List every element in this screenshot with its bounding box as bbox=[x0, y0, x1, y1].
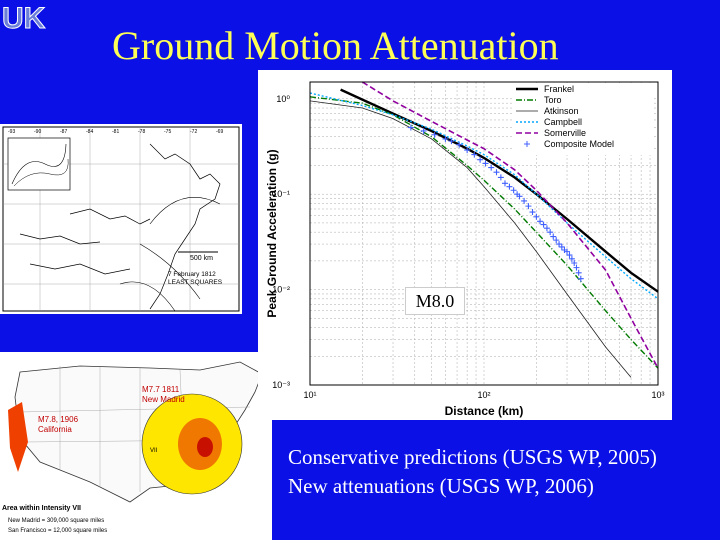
composite-model-point bbox=[558, 243, 565, 250]
california-zone bbox=[8, 402, 28, 472]
intensity-map-east: -93 -90 -87 -84 -81 -78 -75 -72 -69 500 … bbox=[0, 124, 242, 314]
legend-background bbox=[512, 83, 652, 155]
legend-entry: Composite Model bbox=[544, 139, 614, 149]
composite-model-point bbox=[540, 221, 547, 228]
composite-model-point bbox=[566, 252, 573, 259]
magnitude-annotation: M8.0 bbox=[405, 287, 465, 315]
legend-entry: Somerville bbox=[544, 128, 586, 138]
series-campbell-line bbox=[309, 92, 659, 300]
composite-model-point bbox=[477, 156, 484, 163]
x-tick-label: 10² bbox=[477, 390, 490, 400]
map-tick-label: -84 bbox=[86, 129, 93, 135]
tick-labels: 10¹ 10² 10³ 10⁰ 10⁻¹ 10⁻² 10⁻³ bbox=[272, 94, 664, 400]
map-tick-label: -75 bbox=[164, 129, 171, 135]
map-legend-title: Area within Intensity VII bbox=[2, 505, 81, 512]
composite-model-point bbox=[506, 183, 513, 190]
inset-map bbox=[7, 137, 71, 191]
plot-frame bbox=[309, 81, 659, 386]
composite-model-point bbox=[493, 169, 500, 176]
scale-label: 500 km bbox=[190, 255, 213, 262]
composite-model-point bbox=[556, 241, 563, 248]
y-axis-label: Peak Ground Acceleration (g) bbox=[265, 149, 279, 317]
lat-tick-labels: -93 -90 -87 -84 -81 -78 -75 -72 -69 bbox=[8, 129, 223, 135]
map-tick-label: -69 bbox=[216, 129, 223, 135]
composite-model-point bbox=[525, 203, 532, 210]
map-tick-label: -81 bbox=[112, 129, 119, 135]
map-legend-line: New Madrid = 309,000 square miles bbox=[8, 518, 104, 524]
label-california: California bbox=[38, 425, 72, 434]
composite-model-point bbox=[529, 209, 536, 216]
label-new-madrid: New Madrid bbox=[142, 395, 185, 404]
composite-model-point bbox=[553, 237, 560, 244]
composite-model-point bbox=[521, 197, 528, 204]
composite-model-point bbox=[501, 180, 508, 187]
chart-markers bbox=[407, 124, 584, 282]
map-tick-label: -72 bbox=[190, 129, 197, 135]
composite-model-point bbox=[510, 187, 517, 194]
composite-model-point bbox=[571, 260, 578, 267]
composite-model-point bbox=[547, 229, 554, 236]
composite-model-point bbox=[575, 269, 582, 276]
map-tick-label: -90 bbox=[34, 129, 41, 135]
intensity-map-usa: VII M7.7 1811 New Madrid M7.8, 1906 Cali… bbox=[0, 352, 272, 540]
composite-model-point bbox=[516, 193, 523, 200]
legend-entry: Atkinson bbox=[544, 106, 579, 116]
map-tick-label: -93 bbox=[8, 129, 15, 135]
composite-model-point bbox=[407, 124, 414, 131]
chart-legend: FrankelToroAtkinsonCampbellSomervilleCom… bbox=[512, 83, 652, 155]
y-tick-label: 10⁻¹ bbox=[272, 189, 290, 199]
composite-model-point bbox=[543, 225, 550, 232]
legend-entry: Toro bbox=[544, 95, 562, 105]
series-atkinson-line bbox=[309, 100, 632, 378]
x-axis-label: Distance (km) bbox=[445, 404, 524, 418]
uk-logo: UK bbox=[2, 2, 47, 35]
legend-entry: Campbell bbox=[544, 117, 582, 127]
composite-model-point bbox=[488, 164, 495, 171]
composite-model-point bbox=[537, 218, 544, 225]
composite-model-point bbox=[564, 248, 571, 255]
label-m78: M7.8, 1906 bbox=[38, 415, 79, 424]
composite-model-point bbox=[568, 255, 575, 262]
caption-conservative: Conservative predictions (USGS WP, 2005) bbox=[288, 445, 657, 469]
composite-model-point bbox=[482, 160, 489, 167]
composite-model-point bbox=[442, 135, 449, 142]
slide-title: Ground Motion Attenuation bbox=[112, 23, 559, 68]
legend-swatch bbox=[524, 141, 530, 147]
zone-label: VII bbox=[150, 448, 158, 454]
map-legend-line: San Francisco = 12,000 square miles bbox=[8, 528, 107, 534]
composite-model-point bbox=[431, 131, 438, 138]
legend-entry: Frankel bbox=[544, 84, 574, 94]
x-tick-label: 10³ bbox=[651, 390, 664, 400]
composite-model-point bbox=[577, 275, 584, 282]
intensity-zone-core bbox=[197, 437, 213, 457]
date-label: 7 February 1812 bbox=[168, 271, 216, 278]
composite-model-point bbox=[456, 141, 463, 148]
composite-model-point bbox=[420, 127, 427, 134]
y-tick-label: 10⁻² bbox=[272, 285, 290, 295]
method-label: LEAST SQUARES bbox=[168, 279, 223, 286]
composite-model-point bbox=[448, 138, 455, 145]
map-tick-label: -87 bbox=[60, 129, 67, 135]
label-m7: M7.7 1811 bbox=[142, 385, 180, 394]
composite-model-point bbox=[464, 147, 471, 154]
composite-model-point bbox=[497, 174, 504, 181]
series-frankel-line bbox=[340, 88, 659, 293]
series-somerville-line bbox=[361, 81, 659, 369]
composite-model-point bbox=[471, 151, 478, 158]
chart-series bbox=[309, 81, 659, 378]
logo-text: UK bbox=[2, 2, 46, 34]
y-tick-label: 10⁰ bbox=[276, 94, 290, 104]
attenuation-chart: 10¹ 10² 10³ 10⁰ 10⁻¹ 10⁻² 10⁻³ Distance (km) P… bbox=[258, 70, 672, 420]
intensity-contours bbox=[119, 197, 221, 312]
coastline bbox=[19, 143, 221, 310]
y-tick-label: 10⁻³ bbox=[272, 380, 290, 390]
caption-new-attenuations: New attenuations (USGS WP, 2006) bbox=[288, 474, 594, 498]
composite-model-point bbox=[573, 264, 580, 271]
composite-model-point bbox=[550, 233, 557, 240]
map-tick-label: -78 bbox=[138, 129, 145, 135]
x-tick-label: 10¹ bbox=[303, 390, 316, 400]
composite-model-point bbox=[533, 213, 540, 220]
